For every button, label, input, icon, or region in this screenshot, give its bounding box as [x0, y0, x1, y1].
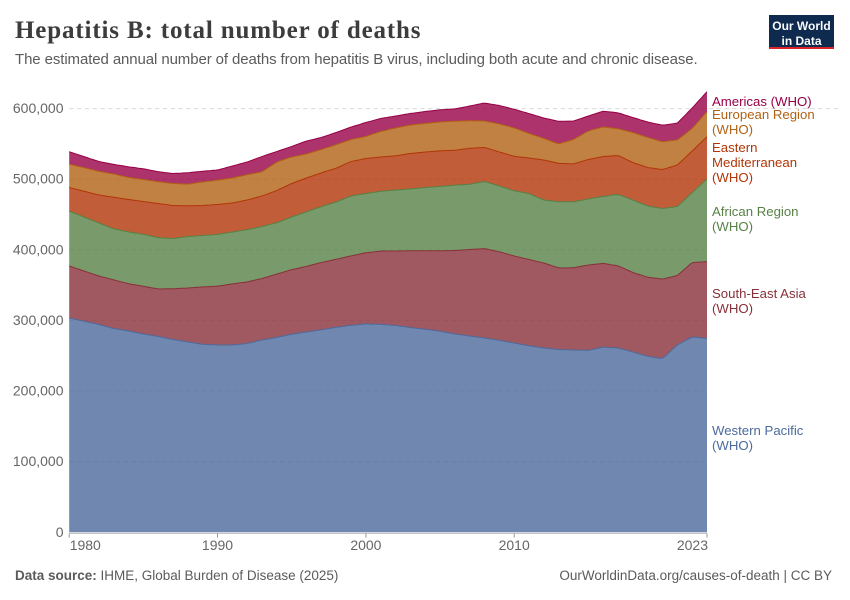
svg-text:200,000: 200,000 [13, 383, 64, 399]
svg-text:100,000: 100,000 [13, 453, 64, 469]
svg-text:300,000: 300,000 [13, 312, 64, 328]
svg-text:2000: 2000 [350, 537, 381, 553]
svg-text:500,000: 500,000 [13, 171, 64, 187]
svg-text:1980: 1980 [70, 537, 101, 553]
svg-text:400,000: 400,000 [13, 241, 64, 257]
svg-text:0: 0 [56, 524, 64, 540]
svg-text:2010: 2010 [499, 537, 530, 553]
svg-text:600,000: 600,000 [13, 100, 64, 116]
svg-text:2023: 2023 [677, 537, 708, 553]
svg-text:1990: 1990 [202, 537, 233, 553]
